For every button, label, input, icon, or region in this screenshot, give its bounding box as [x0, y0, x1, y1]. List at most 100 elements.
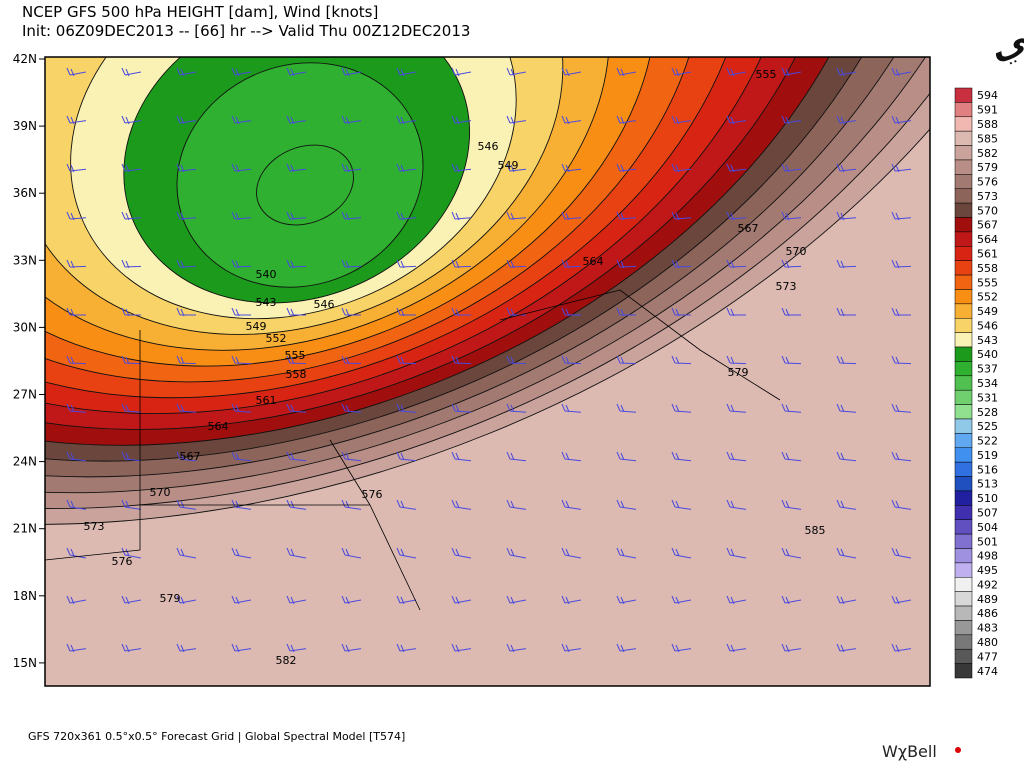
wind-barb: [66, 307, 86, 317]
legend-label: 522: [977, 435, 998, 448]
legend-swatch: [954, 188, 973, 204]
wind-barb: [121, 211, 142, 221]
wind-barb: [671, 115, 692, 125]
wind-barb: [231, 643, 252, 653]
wind-barb: [781, 403, 802, 413]
legend-label: 492: [977, 578, 998, 591]
watermark: تركي الوايلي: [981, 0, 1024, 70]
legend-label: 495: [977, 564, 998, 577]
wind-barb: [341, 547, 362, 559]
legend-swatch: [954, 231, 973, 247]
legend-swatch: [954, 476, 973, 492]
wind-barb: [616, 499, 637, 510]
legend-label: 570: [977, 204, 998, 217]
contour-label: 561: [256, 394, 277, 407]
wind-barb: [66, 595, 87, 605]
wind-barb: [891, 67, 912, 77]
legend-swatch: [954, 562, 973, 578]
legend-label: 591: [977, 104, 998, 117]
legend-swatch: [954, 418, 973, 434]
legend-swatch: [954, 346, 973, 362]
wind-barb: [286, 403, 307, 413]
legend-label: 555: [977, 276, 998, 289]
wind-barb: [176, 355, 197, 365]
lat-label: 15N: [13, 656, 37, 670]
brand-dot: [955, 747, 961, 753]
wind-barb: [836, 115, 857, 125]
wind-barb: [616, 163, 637, 173]
contour-label: 546: [314, 298, 335, 311]
wind-barb: [231, 403, 252, 413]
wind-barb: [891, 499, 912, 510]
wind-barb: [66, 355, 87, 365]
wind-barb: [396, 211, 417, 221]
wind-barb: [451, 259, 472, 269]
legend-swatch: [954, 260, 973, 276]
legend-swatch: [954, 591, 973, 607]
wind-barb: [66, 67, 87, 77]
wind-barb: [616, 403, 637, 413]
wind-barb: [66, 499, 87, 510]
wind-barb: [231, 355, 252, 365]
legend-swatch: [954, 159, 973, 175]
wind-barb: [121, 355, 142, 365]
wind-barb: [781, 547, 802, 559]
wind-barb: [616, 355, 637, 365]
wind-barb: [176, 67, 197, 77]
wind-barb: [66, 643, 87, 653]
contour-label: 573: [776, 280, 797, 293]
wind-barb: [286, 67, 307, 77]
wind-barb: [891, 355, 912, 365]
wind-barb: [891, 595, 912, 605]
wind-barb: [396, 115, 417, 125]
legend-swatch: [954, 116, 973, 132]
wind-barb: [341, 211, 362, 221]
wind-barb: [561, 259, 582, 269]
wind-barb: [726, 307, 746, 317]
border: [45, 289, 781, 611]
wind-barb: [66, 115, 87, 125]
wind-barb: [506, 403, 527, 413]
wind-barb: [671, 307, 691, 317]
wind-barb: [341, 403, 362, 413]
wind-barb: [396, 67, 417, 77]
legend-swatch: [954, 145, 973, 161]
wind-barb: [66, 403, 87, 413]
wind-barb: [506, 211, 527, 221]
wind-barb: [176, 163, 197, 173]
legend-swatch: [954, 605, 973, 621]
wind-barb: [836, 595, 857, 605]
wind-barb: [726, 499, 747, 510]
legend-label: 552: [977, 291, 998, 304]
wind-barb: [396, 547, 417, 559]
lat-label: 18N: [13, 589, 37, 603]
wind-barb: [561, 307, 581, 317]
legend-swatch: [954, 332, 973, 348]
contour-label: 573: [84, 520, 105, 533]
wind-barb: [616, 211, 637, 221]
wind-barb: [176, 403, 197, 413]
wind-barb: [451, 67, 472, 77]
legend-swatch: [954, 505, 973, 520]
wind-barb: [341, 499, 362, 510]
wind-barb: [506, 163, 527, 173]
wind-barb: [836, 259, 857, 269]
wind-barb: [66, 451, 87, 462]
wind-barb: [121, 163, 142, 173]
wind-barb: [561, 403, 582, 413]
wind-barb: [561, 499, 582, 510]
contour-label: 579: [728, 366, 749, 379]
wind-barb: [341, 451, 362, 462]
legend-label: 525: [977, 420, 998, 433]
wind-barb: [781, 643, 802, 653]
legend-swatch: [954, 389, 973, 405]
wind-barb: [891, 115, 912, 125]
wind-barb: [891, 163, 912, 173]
wind-barb: [396, 403, 417, 413]
legend-swatch: [954, 490, 973, 506]
wind-barb: [781, 163, 802, 173]
wind-barb: [451, 643, 472, 653]
contour-label: 570: [786, 245, 807, 258]
contour-label: 549: [498, 159, 519, 172]
